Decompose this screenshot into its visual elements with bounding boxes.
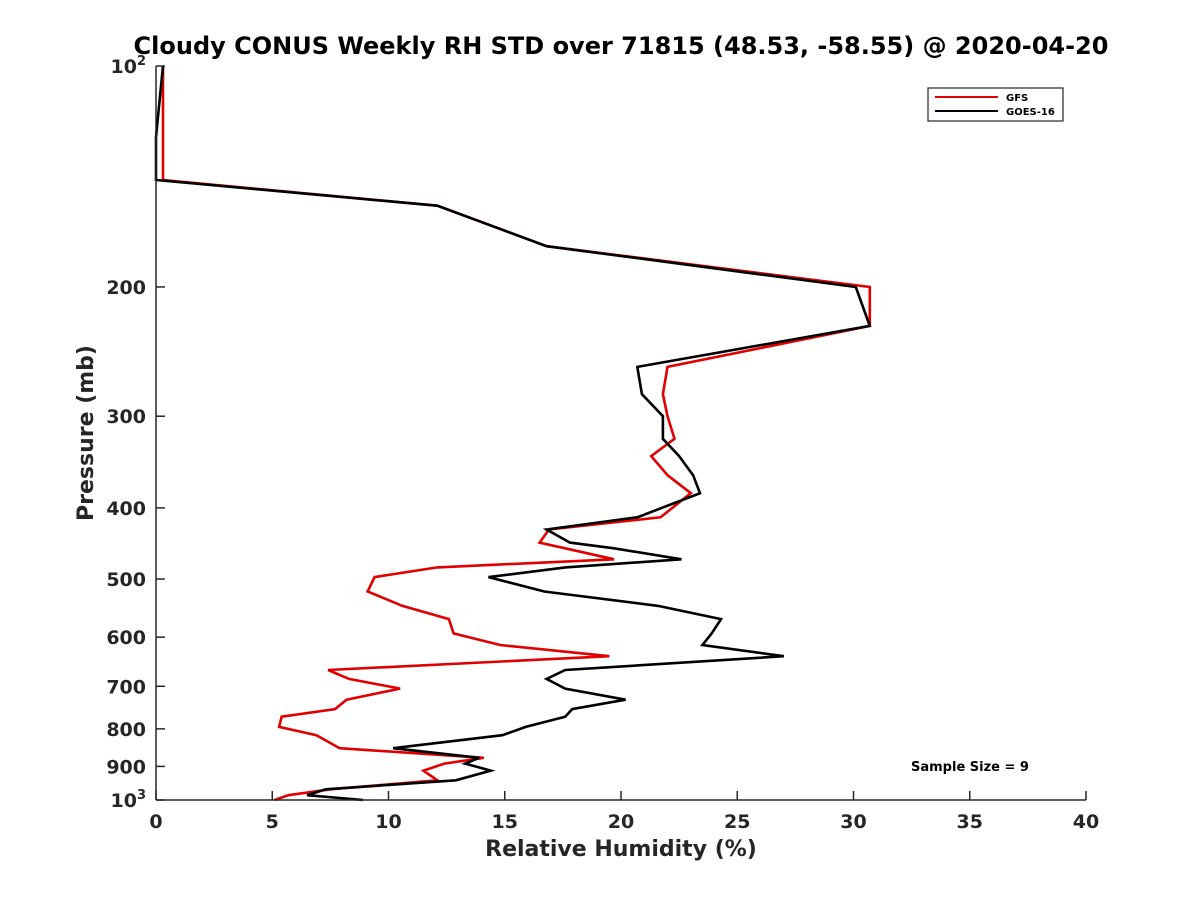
x-tick-label: 15 bbox=[492, 811, 518, 833]
x-tick-label: 25 bbox=[724, 811, 750, 833]
y-tick-label: 700 bbox=[106, 676, 146, 698]
series-line-goes16 bbox=[154, 65, 872, 802]
x-tick-label: 40 bbox=[1073, 811, 1099, 833]
x-tick-label: 0 bbox=[149, 811, 162, 833]
x-tick-label: 5 bbox=[266, 811, 279, 833]
x-ticks: 0 5 10 15 20 25 30 35 40 bbox=[149, 791, 1099, 833]
x-tick-label: 10 bbox=[375, 811, 401, 833]
y-axis-label: Pressure (mb) bbox=[74, 345, 99, 521]
plot-area bbox=[154, 65, 872, 802]
y-tick-label: 300 bbox=[106, 406, 146, 428]
y-tick-label: 800 bbox=[106, 719, 146, 741]
chart-title: Cloudy CONUS Weekly RH STD over 71815 (4… bbox=[134, 32, 1109, 60]
x-tick-label: 35 bbox=[957, 811, 983, 833]
x-axis-label: Relative Humidity (%) bbox=[485, 837, 757, 862]
y-tick-label: 400 bbox=[106, 498, 146, 520]
legend-label-gfs: GFS bbox=[1006, 93, 1028, 104]
x-tick-label: 30 bbox=[840, 811, 866, 833]
legend: GFS GOES-16 bbox=[927, 87, 1064, 122]
sample-size-annotation: Sample Size = 9 bbox=[911, 760, 1029, 775]
y-tick-label: 600 bbox=[106, 627, 146, 649]
series-line-gfs bbox=[161, 66, 872, 802]
legend-box bbox=[927, 87, 1064, 122]
legend-label-goes16: GOES-16 bbox=[1006, 107, 1055, 118]
y-tick-label: 500 bbox=[106, 569, 146, 591]
y-tick-label: 200 bbox=[106, 277, 146, 299]
x-tick-label: 20 bbox=[608, 811, 634, 833]
y-tick-label: 900 bbox=[106, 756, 146, 778]
